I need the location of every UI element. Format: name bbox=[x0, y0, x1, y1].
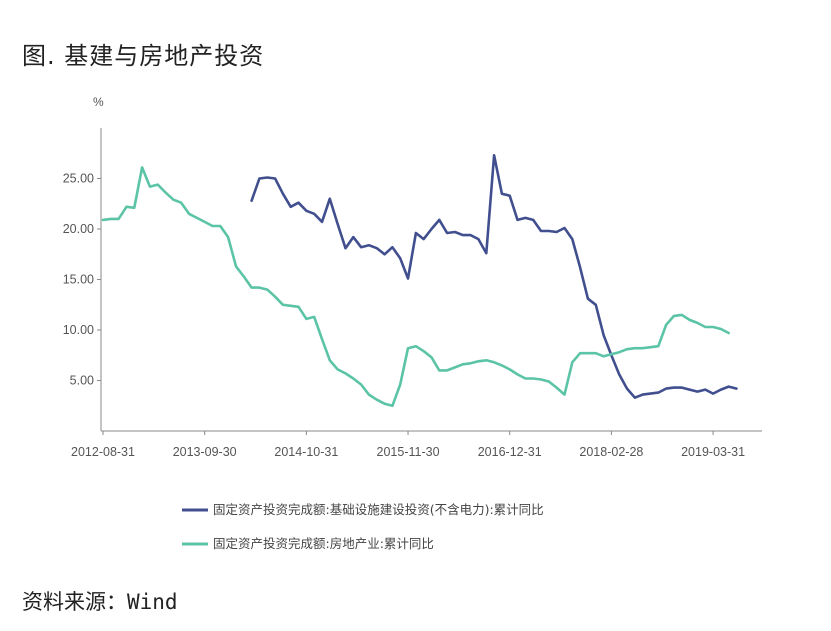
x-tick-label: 2014-10-31 bbox=[274, 445, 338, 459]
x-tick-label: 2016-12-31 bbox=[478, 445, 542, 459]
x-tick-label: 2012-08-31 bbox=[71, 445, 135, 459]
x-tick-label: 2013-09-30 bbox=[173, 445, 237, 459]
legend: 固定资产投资完成额:基础设施建设投资(不含电力):累计同比 固定资产投资完成额:… bbox=[182, 502, 544, 551]
series-2-line bbox=[101, 166, 731, 408]
legend-item-series-1[interactable]: 固定资产投资完成额:基础设施建设投资(不含电力):累计同比 bbox=[182, 502, 544, 517]
y-tick-label: 10.00 bbox=[63, 323, 94, 337]
x-tick-label: 2018-02-28 bbox=[579, 445, 643, 459]
legend-label-series-1: 固定资产投资完成额:基础设施建设投资(不含电力):累计同比 bbox=[213, 502, 544, 517]
y-axis-ticks: 5.00 10.00 15.00 20.00 25.00 bbox=[63, 172, 101, 388]
y-tick-label: 15.00 bbox=[63, 273, 94, 287]
series-1-line bbox=[250, 154, 738, 400]
x-tick-label: 2015-11-30 bbox=[377, 445, 440, 459]
x-tick-label: 2019-03-31 bbox=[681, 445, 745, 459]
y-axis-unit-label: % bbox=[93, 95, 104, 109]
y-tick-label: 5.00 bbox=[70, 374, 94, 388]
source-note: 资料来源：Wind bbox=[22, 590, 178, 614]
legend-item-series-2[interactable]: 固定资产投资完成额:房地产业:累计同比 bbox=[182, 536, 434, 551]
y-tick-label: 20.00 bbox=[63, 222, 94, 236]
x-axis-ticks: 2012-08-31 2013-09-30 2014-10-31 2015-11-30… bbox=[71, 431, 745, 459]
legend-label-series-2: 固定资产投资完成额:房地产业:累计同比 bbox=[213, 536, 434, 551]
figure-title: 图. 基建与房地产投资 bbox=[22, 42, 265, 70]
series-layer bbox=[101, 154, 738, 408]
y-tick-label: 25.00 bbox=[63, 172, 94, 186]
